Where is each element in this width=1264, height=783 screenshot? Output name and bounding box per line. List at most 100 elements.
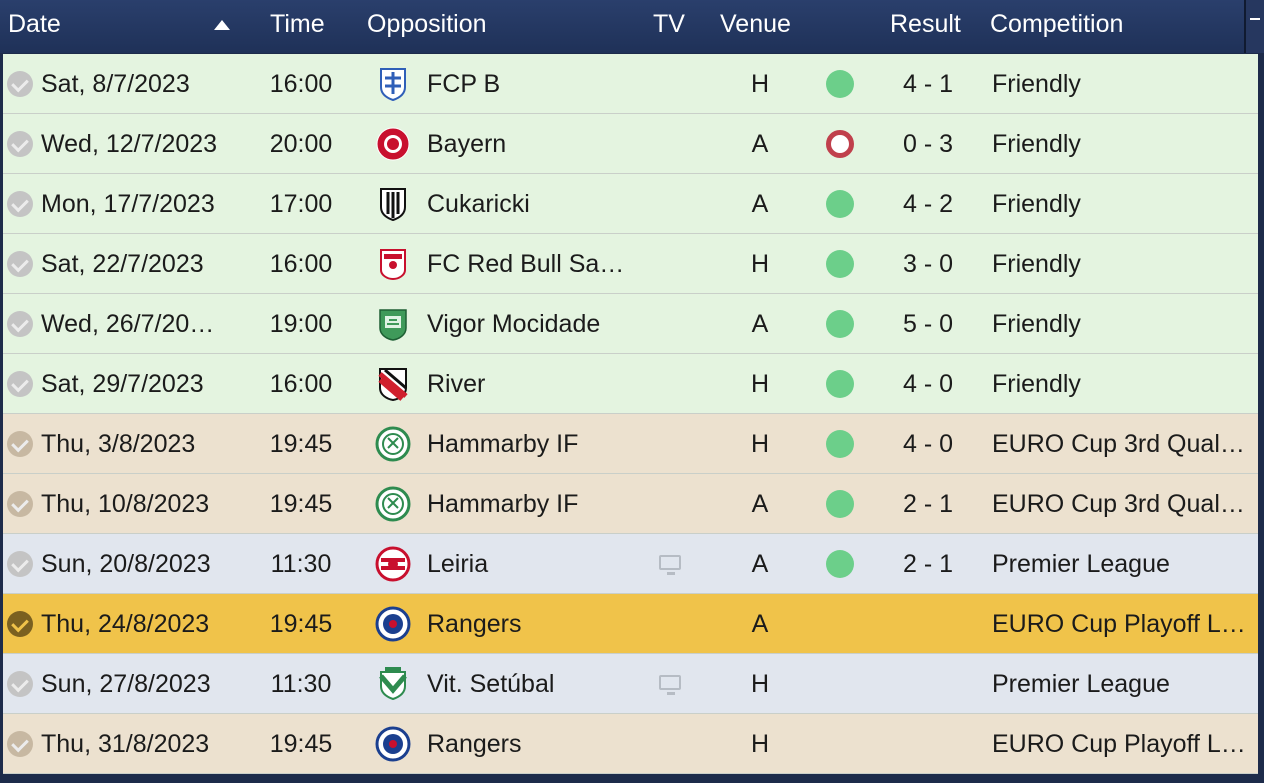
win-indicator-icon [826,250,854,278]
checkmark-icon [7,611,33,637]
fixture-time: 20:00 [269,130,333,158]
fixture-date: Wed, 12/7/2023 [41,130,218,158]
fixture-date: Sat, 8/7/2023 [41,70,190,98]
fixtures-list: Sat, 8/7/2023 16:00 FCP B H 4 - 1 Friend… [3,54,1258,774]
fixture-row[interactable]: Sun, 27/8/2023 11:30 Vit. Setúbal H Prem… [3,654,1258,714]
leiria-crest-icon [375,546,411,582]
fixture-competition: EURO Cup Playoff L… [992,730,1246,758]
checkmark-icon [7,491,33,517]
rangers-crest-icon [375,606,411,642]
fixture-venue: A [751,190,769,218]
fixture-opposition[interactable]: River [427,370,486,398]
fixture-result: 4 - 0 [902,370,954,398]
fixture-date: Thu, 24/8/2023 [41,610,210,638]
fixture-venue: H [750,670,770,698]
fixture-opposition[interactable]: FC Red Bull Sa… [427,250,625,278]
column-header-date[interactable]: Date [8,10,61,38]
vigor-mocidade-crest-icon [379,309,407,341]
sort-ascending-icon[interactable] [214,20,230,30]
win-indicator-icon [826,370,854,398]
fixture-result: 4 - 1 [902,70,954,98]
fixture-row[interactable]: Thu, 3/8/2023 19:45 Hammarby IF H 4 - 0 … [3,414,1258,474]
column-header-tv[interactable]: TV [653,10,685,38]
column-header-competition[interactable]: Competition [990,10,1124,38]
tv-icon [659,555,681,575]
fixture-venue: H [750,70,770,98]
fixture-time: 19:45 [269,610,333,638]
fixture-venue: H [750,730,770,758]
fixture-venue: H [750,370,770,398]
fixture-opposition[interactable]: Hammarby IF [427,430,579,458]
fixture-opposition[interactable]: Vigor Mocidade [427,310,601,338]
checkmark-icon [7,671,33,697]
fixture-row[interactable]: Mon, 17/7/2023 17:00 Cukaricki A 4 - 2 F… [3,174,1258,234]
red-bull-crest-icon [380,249,406,281]
river-crest-icon [378,368,408,402]
fixture-time: 19:45 [269,490,333,518]
column-header-opposition[interactable]: Opposition [367,10,487,38]
fixture-time: 19:00 [269,310,333,338]
fixtures-header: Date Time Opposition TV Venue Result Com… [0,0,1264,53]
column-header-result[interactable]: Result [890,10,961,38]
fixture-venue: A [751,130,769,158]
fixture-result: 3 - 0 [902,250,954,278]
fixture-date: Sun, 27/8/2023 [41,670,211,698]
fixture-date: Sat, 29/7/2023 [41,370,204,398]
fixture-opposition[interactable]: Vit. Setúbal [427,670,555,698]
fixture-time: 16:00 [269,70,333,98]
fixture-time: 17:00 [269,190,333,218]
fixture-time: 11:30 [270,670,332,698]
fixture-result: 4 - 0 [902,430,954,458]
fixture-time: 16:00 [269,250,333,278]
fixture-competition: EURO Cup 3rd Qual… [992,490,1245,518]
fixture-date: Thu, 3/8/2023 [41,430,196,458]
checkmark-icon [7,371,33,397]
fixture-date: Wed, 26/7/20… [41,310,215,338]
fixture-row[interactable]: Sun, 20/8/2023 11:30 Leiria A 2 - 1 Prem… [3,534,1258,594]
win-indicator-icon [826,550,854,578]
fixture-result: 2 - 1 [902,490,954,518]
fixture-opposition[interactable]: Rangers [427,730,522,758]
fixture-row[interactable]: Thu, 10/8/2023 19:45 Hammarby IF A 2 - 1… [3,474,1258,534]
fixture-competition: Premier League [992,550,1170,578]
fixture-date: Thu, 10/8/2023 [41,490,210,518]
column-options-button[interactable] [1244,0,1264,53]
column-header-venue[interactable]: Venue [720,10,791,38]
setubal-crest-icon [379,667,407,701]
fixture-opposition[interactable]: Cukaricki [427,190,530,218]
loss-indicator-icon [826,130,854,158]
fixture-row[interactable]: Wed, 26/7/20… 19:00 Vigor Mocidade A 5 -… [3,294,1258,354]
fixture-competition: Premier League [992,670,1170,698]
tv-icon [659,675,681,695]
fixture-venue: H [750,250,770,278]
fixture-row[interactable]: Wed, 12/7/2023 20:00 Bayern A 0 - 3 Frie… [3,114,1258,174]
fixture-date: Thu, 31/8/2023 [41,730,210,758]
fixture-result: 5 - 0 [902,310,954,338]
fixture-opposition[interactable]: Bayern [427,130,507,158]
fixture-row[interactable]: Thu, 31/8/2023 19:45 Rangers H EURO Cup … [3,714,1258,774]
fixture-row[interactable]: Sat, 22/7/2023 16:00 FC Red Bull Sa… H 3… [3,234,1258,294]
fixture-opposition[interactable]: Rangers [427,610,522,638]
fixture-date: Sat, 22/7/2023 [41,250,204,278]
win-indicator-icon [826,70,854,98]
fixture-opposition[interactable]: Leiria [427,550,489,578]
win-indicator-icon [826,310,854,338]
win-indicator-icon [826,490,854,518]
win-indicator-icon [826,190,854,218]
checkmark-icon [7,431,33,457]
win-indicator-icon [826,430,854,458]
fixture-competition: EURO Cup 3rd Qual… [992,430,1245,458]
fixture-row[interactable]: Sat, 8/7/2023 16:00 FCP B H 4 - 1 Friend… [3,54,1258,114]
rangers-crest-icon [375,726,411,762]
fixture-row-selected[interactable]: Thu, 24/8/2023 19:45 Rangers A EURO Cup … [3,594,1258,654]
column-header-time[interactable]: Time [270,10,325,38]
fixture-opposition[interactable]: FCP B [427,70,501,98]
fixture-opposition[interactable]: Hammarby IF [427,490,579,518]
fixture-venue: A [751,310,769,338]
fixture-competition: Friendly [992,250,1081,278]
fixture-competition: EURO Cup Playoff L… [992,610,1246,638]
fixture-competition: Friendly [992,370,1081,398]
checkmark-icon [7,251,33,277]
fixture-row[interactable]: Sat, 29/7/2023 16:00 River H 4 - 0 Frien… [3,354,1258,414]
minus-icon [1250,18,1260,20]
